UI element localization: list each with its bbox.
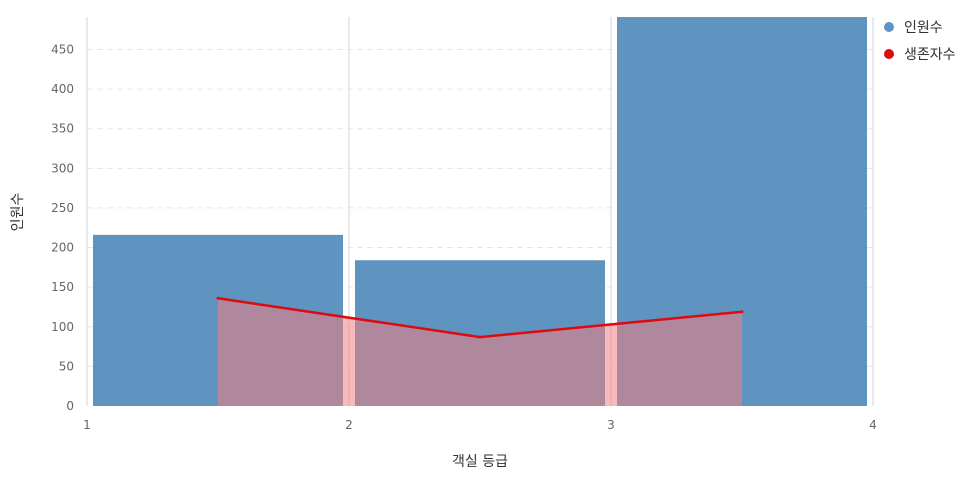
y-tick-label: 100 [51, 320, 74, 334]
y-tick-label: 400 [51, 82, 74, 96]
y-axis-title: 인원수 [10, 193, 26, 232]
x-axis-title: 객실 등급 [452, 454, 508, 470]
survivors-point[interactable] [217, 297, 220, 300]
y-tick-label: 350 [51, 122, 74, 136]
legend-label-survivors: 생존자수 [904, 47, 956, 63]
legend-item-count[interactable]: 인원수 [884, 20, 943, 36]
survivors-point[interactable] [479, 336, 482, 339]
y-tick-label: 300 [51, 161, 74, 175]
y-tick-label: 150 [51, 280, 74, 294]
y-tick-label: 250 [51, 201, 74, 215]
x-tick-label: 3 [607, 418, 615, 432]
legend-marker-survivors [884, 49, 894, 59]
legend-label-count: 인원수 [904, 20, 943, 36]
legend-marker-count [884, 22, 894, 32]
x-tick-label: 4 [869, 418, 877, 432]
legend[interactable]: 인원수 생존자수 [884, 20, 956, 63]
y-tick-label: 450 [51, 42, 74, 56]
legend-item-survivors[interactable]: 생존자수 [884, 47, 956, 63]
survivors-point[interactable] [741, 310, 744, 313]
x-tick-label: 1 [83, 418, 91, 432]
y-tick-label: 200 [51, 241, 74, 255]
y-tick-label: 0 [66, 399, 74, 413]
y-tick-label: 50 [59, 359, 74, 373]
x-tick-label: 2 [345, 418, 353, 432]
